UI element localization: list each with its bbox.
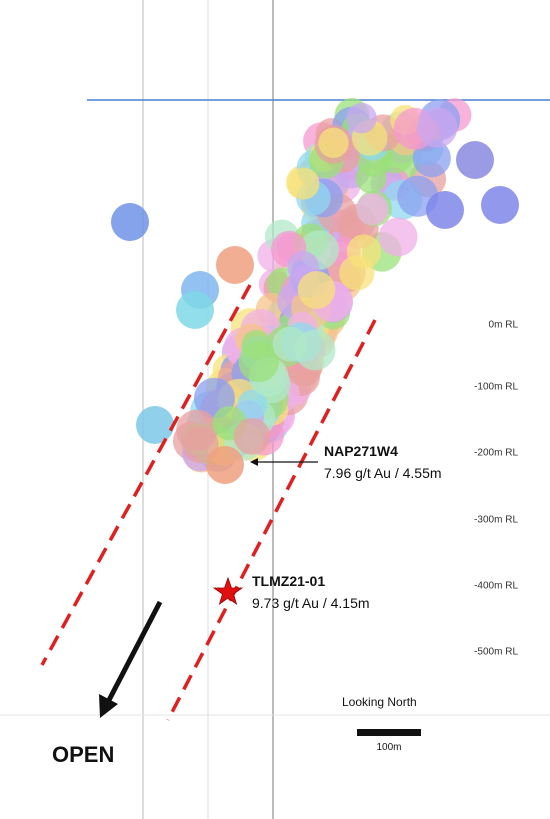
- intercept: [346, 102, 377, 134]
- intercept: [346, 234, 382, 269]
- rl-labels: 0m RL -100m RL -200m RL -300m RL -400m RL -50…: [474, 320, 518, 658]
- hole-result: 7.96 g/t Au / 4.55m: [324, 465, 442, 481]
- intercept: [237, 389, 268, 420]
- open-label: OPEN: [52, 742, 114, 767]
- intercept: [356, 192, 389, 226]
- hole-id: NAP271W4: [324, 443, 398, 459]
- intercept: [481, 186, 519, 224]
- open-arrow: [105, 600, 163, 704]
- intercept: [412, 139, 451, 178]
- scale-bar: [357, 729, 421, 736]
- hole-result: 9.73 g/t Au / 4.15m: [252, 595, 370, 611]
- rl-label: -300m RL: [474, 515, 518, 526]
- rl-label: 0m RL: [489, 320, 519, 331]
- arrow-head: [250, 458, 258, 466]
- scale-label: 100m: [376, 742, 401, 753]
- intercept: [233, 417, 271, 455]
- intercept: [216, 246, 254, 284]
- view-label: Looking North: [342, 695, 417, 709]
- intercept: [426, 191, 464, 229]
- intercept: [318, 127, 349, 158]
- rl-label: -200m RL: [474, 448, 518, 459]
- intercept: [238, 341, 279, 383]
- intercept: [456, 141, 494, 179]
- intercept: [136, 406, 174, 444]
- intercept: [176, 291, 214, 329]
- intercept: [206, 446, 244, 484]
- intercept: [297, 271, 336, 309]
- hole-id: TLMZ21-01: [252, 573, 325, 589]
- intercept: [378, 217, 418, 257]
- intercept: [416, 107, 458, 148]
- lode-boundary: [40, 284, 252, 666]
- intercept-cloud: [111, 98, 519, 484]
- rl-label: -100m RL: [474, 382, 518, 393]
- intercept: [111, 203, 149, 241]
- arrow-head: [99, 694, 118, 718]
- intercept: [355, 162, 387, 194]
- intercept: [287, 167, 320, 200]
- lode-boundary: [166, 319, 377, 721]
- star-marker: [212, 576, 244, 605]
- rl-label: -500m RL: [474, 647, 518, 658]
- intercept: [272, 326, 308, 362]
- rl-label: -400m RL: [474, 581, 518, 592]
